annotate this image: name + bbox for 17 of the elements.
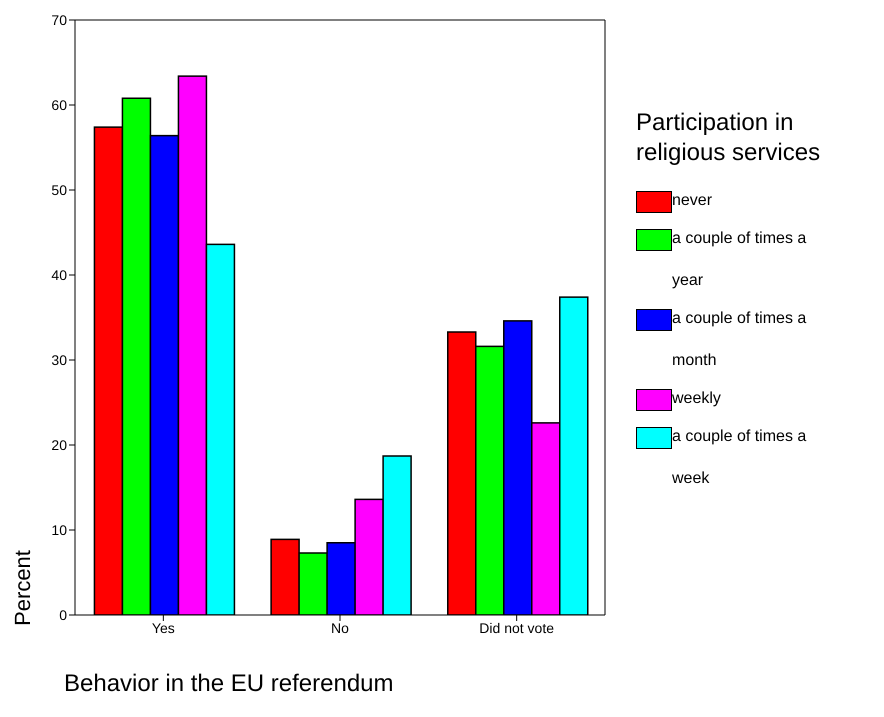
y-tick-label: 20	[51, 436, 68, 453]
legend-label: never	[672, 191, 714, 211]
y-tick-label: 70	[51, 12, 68, 28]
x-tick-label: Did not vote	[479, 620, 554, 636]
text: a couple of times a week	[672, 428, 806, 487]
legend-title: Participation in religious services	[636, 108, 822, 168]
y-tick-label: 40	[51, 266, 68, 283]
legend-label: weekly	[672, 389, 722, 409]
x-tick-label: No	[331, 620, 350, 636]
y-tick-label: 10	[51, 522, 68, 538]
y-tick-label: 60	[51, 96, 68, 113]
y-tick-label: 50	[51, 182, 68, 198]
y-tick-label: 30	[51, 352, 68, 368]
y-axis-title: Percent	[10, 550, 36, 626]
x-tick-label: Yes	[152, 620, 175, 636]
y-tick-label: 0	[59, 606, 68, 623]
x-axis-title: Behavior in the EU referendum	[64, 670, 394, 698]
